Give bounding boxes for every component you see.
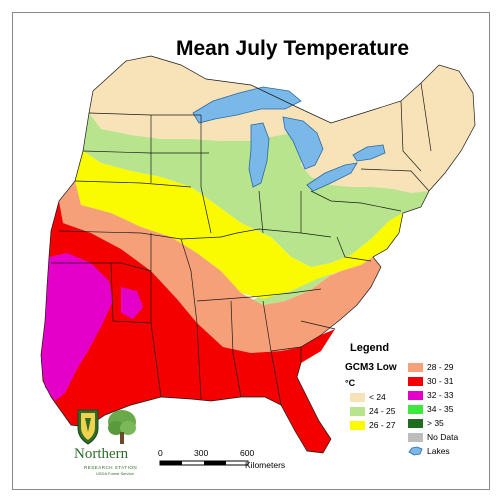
- legend-item: 26 - 27: [350, 420, 395, 430]
- legend-item: 24 - 25: [350, 406, 395, 416]
- lake-swatch-icon: [408, 446, 423, 456]
- border-line: [150, 233, 162, 398]
- agency-logos: [77, 409, 136, 445]
- border-line: [270, 346, 302, 352]
- zone-24-25: [83, 113, 429, 267]
- legend-heading: Legend: [350, 342, 390, 354]
- legend-label: 28 - 29: [427, 362, 454, 372]
- border-line: [200, 115, 212, 234]
- org-agency: USDA Forest Service: [96, 471, 134, 476]
- legend-swatch: [408, 376, 423, 386]
- legend-item: 34 - 35: [408, 404, 453, 414]
- legend-item: 32 - 33: [408, 390, 453, 400]
- zone-32-33: [41, 253, 113, 401]
- legend-item: < 24: [350, 392, 386, 402]
- legend-swatch: [350, 406, 365, 416]
- map-title: Mean July Temperature: [176, 37, 410, 60]
- lake-erie: [306, 162, 358, 192]
- scale-tick-label: 0: [158, 448, 163, 458]
- legend-item: 28 - 29: [408, 362, 453, 372]
- legend-item: > 35: [408, 418, 444, 428]
- border-line: [110, 262, 152, 324]
- border-line: [310, 190, 402, 212]
- legend-swatch: [408, 432, 423, 442]
- legend-label: 24 - 25: [369, 406, 396, 416]
- border-line: [420, 82, 432, 152]
- border-line: [220, 228, 332, 238]
- border-line: [58, 230, 222, 240]
- lake-ontario: [352, 144, 386, 162]
- legend-model: GCM3 Low: [345, 362, 397, 373]
- scale-bar-graphic: [159, 460, 249, 466]
- scale-unit: Kilometers: [245, 460, 286, 470]
- lake-huron: [282, 116, 324, 170]
- scale-bar: 0 300 600: [150, 448, 310, 478]
- border-line: [336, 236, 372, 262]
- legend-swatch: [350, 420, 365, 430]
- legend-item: 30 - 31: [408, 376, 453, 386]
- legend-label: 30 - 31: [427, 376, 454, 386]
- legend-label: 34 - 35: [427, 404, 454, 414]
- border-line: [360, 168, 430, 192]
- zone-26-27: [75, 151, 403, 299]
- zone-28-29: [59, 181, 381, 353]
- temperature-map: [40, 55, 476, 454]
- border-line: [400, 100, 422, 172]
- border-line: [258, 190, 264, 234]
- legend-swatch: [350, 392, 365, 402]
- legend-label: No Data: [427, 432, 459, 442]
- legend-swatch: [408, 404, 423, 414]
- legend-unit: °C: [345, 378, 356, 388]
- border-line: [74, 180, 192, 188]
- legend-label: < 24: [369, 392, 386, 402]
- zone-30-31: [41, 201, 335, 453]
- legend-label: Lakes: [427, 446, 450, 456]
- zone-lt24-north: [89, 56, 475, 193]
- legend-swatch: [408, 390, 423, 400]
- lake-michigan: [248, 122, 270, 188]
- zone-32-33-east: [121, 287, 143, 319]
- border-line: [51, 262, 152, 272]
- tree-icon: [108, 410, 136, 444]
- legend-item: No Data: [408, 432, 458, 442]
- border-line: [230, 300, 242, 398]
- border-line: [196, 288, 322, 302]
- border-line: [300, 320, 336, 330]
- coastline: [40, 55, 476, 454]
- org-subtitle: RESEARCH STATION: [84, 465, 138, 470]
- legend-label: > 35: [427, 418, 444, 428]
- legend-label: 32 - 33: [427, 390, 454, 400]
- legend-swatch: [408, 418, 423, 428]
- state-borders: [40, 55, 476, 454]
- legend-swatch: [408, 362, 423, 372]
- legend-label: 26 - 27: [369, 420, 396, 430]
- org-name: Northern: [74, 446, 129, 462]
- legend-item: Lakes: [408, 446, 450, 456]
- scale-tick-label: 600: [240, 448, 255, 458]
- forest-service-shield-icon: [77, 409, 99, 445]
- scale-tick-label: 300: [194, 448, 209, 458]
- border-line: [180, 238, 202, 400]
